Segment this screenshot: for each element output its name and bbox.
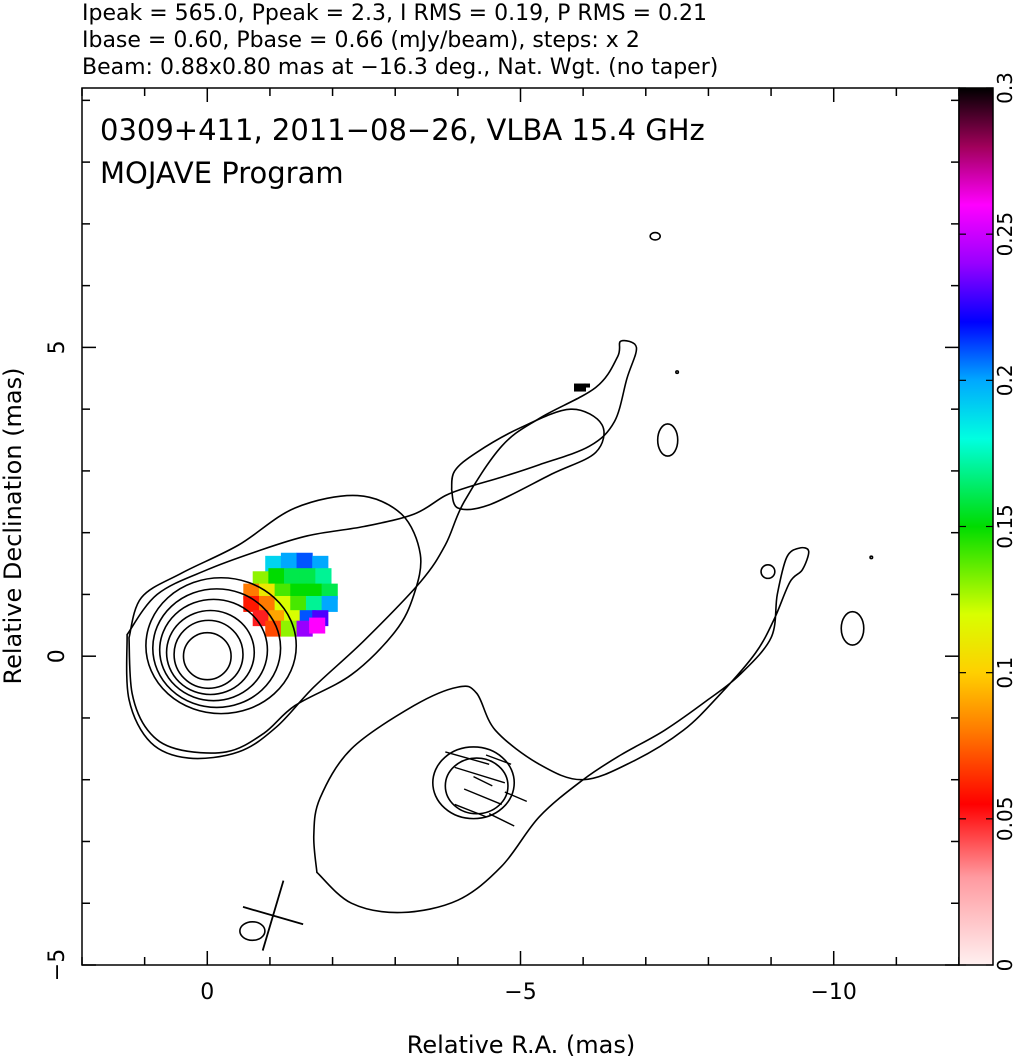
polarization-pixel bbox=[252, 571, 269, 588]
polarization-pixel bbox=[258, 595, 276, 612]
polarization-pixel bbox=[299, 568, 316, 585]
polarization-pixel bbox=[252, 610, 269, 627]
polarization-pixel bbox=[321, 595, 338, 612]
evpa-tick bbox=[454, 803, 487, 818]
polarization-pixel bbox=[290, 595, 307, 612]
polarization-pixel bbox=[309, 617, 326, 634]
plot-title-line-2: MOJAVE Program bbox=[100, 156, 344, 190]
axis-tick-labels: 0 −5 −10 −5 0 5 bbox=[45, 340, 857, 1005]
contour-island bbox=[675, 370, 680, 375]
y-tick-label: 5 bbox=[45, 340, 70, 354]
contour-core bbox=[145, 576, 298, 715]
contour-jet-inner bbox=[450, 408, 605, 511]
y-axis-label: Relative Declination (mas) bbox=[0, 367, 27, 684]
colorbar-tick-label: 0.3 bbox=[993, 72, 1017, 104]
colorbar-tick-label: 0.05 bbox=[993, 797, 1017, 842]
polarization-pixel bbox=[312, 555, 329, 572]
contour-island bbox=[840, 610, 865, 646]
contour-southern-lobe bbox=[312, 546, 810, 914]
evpa-tick bbox=[473, 776, 493, 787]
contour-core bbox=[165, 609, 256, 696]
axis-ticks bbox=[81, 88, 960, 966]
colorbar-tick-label: 0.1 bbox=[993, 657, 1017, 689]
polarization-pixel bbox=[268, 568, 285, 585]
polarization-pixel bbox=[265, 555, 282, 572]
contour-island bbox=[649, 231, 661, 241]
contour-island bbox=[239, 920, 266, 942]
polarization-pixel bbox=[574, 383, 587, 392]
polarization-overlay bbox=[243, 383, 591, 637]
contour-core bbox=[182, 631, 232, 681]
polarization-pixel bbox=[274, 595, 291, 612]
contour-knot-outer bbox=[431, 746, 516, 820]
polarization-pixel bbox=[284, 568, 301, 585]
evpa-tick bbox=[445, 751, 490, 765]
colorbar-tick-label: 0.15 bbox=[993, 504, 1017, 549]
contour-core bbox=[173, 619, 244, 690]
plot-title-line-1: 0309+411, 2011−08−26, VLBA 15.4 GHz bbox=[100, 113, 705, 147]
x-axis-label: Relative R.A. (mas) bbox=[407, 1031, 635, 1059]
x-tick-label: −10 bbox=[810, 980, 856, 1005]
polarization-pixel bbox=[280, 552, 298, 569]
colorbar-tick-label: 0.25 bbox=[993, 212, 1017, 257]
evpa-tick bbox=[463, 788, 502, 806]
y-tick-label: 0 bbox=[45, 649, 70, 663]
x-tick-label: −5 bbox=[504, 980, 536, 1005]
contour-island bbox=[760, 563, 776, 580]
header-line-1: Ipeak = 565.0, Ppeak = 2.3, I RMS = 0.19… bbox=[82, 1, 707, 26]
header-line-3: Beam: 0.88x0.80 mas at −16.3 deg., Nat. … bbox=[82, 55, 718, 80]
polarization-pixel bbox=[305, 595, 323, 612]
contour-core bbox=[151, 588, 282, 709]
beam-marker bbox=[242, 880, 304, 951]
colorbar-tick-label: 0 bbox=[993, 959, 1017, 972]
header-line-2: Ibase = 0.60, Pbase = 0.66 (mJy/beam), s… bbox=[82, 28, 640, 53]
evpa-tick bbox=[504, 791, 528, 802]
colorbar-ticks bbox=[959, 87, 993, 966]
colorbar: 0 0.05 0.1 0.15 0.2 0.25 0.3 bbox=[958, 72, 1017, 971]
plot-frame bbox=[81, 87, 960, 966]
evpa-ticks bbox=[445, 751, 528, 827]
contour-island bbox=[869, 555, 874, 560]
evpa-tick bbox=[485, 754, 512, 765]
intensity-contours bbox=[125, 231, 874, 942]
contour-island bbox=[656, 423, 679, 457]
evpa-tick bbox=[454, 766, 506, 784]
contour-jet bbox=[125, 339, 638, 760]
colorbar-tick-labels: 0 0.05 0.1 0.15 0.2 0.25 0.3 bbox=[993, 72, 1017, 971]
polarization-pixel bbox=[290, 583, 307, 600]
polarization-pixel bbox=[305, 583, 323, 600]
contour-knot-inner bbox=[444, 757, 509, 815]
contour-core bbox=[158, 598, 269, 702]
contour-jet bbox=[128, 494, 422, 754]
polarization-pixel bbox=[584, 383, 591, 388]
polarization-pixel bbox=[321, 583, 338, 600]
polarization-pixel bbox=[296, 552, 313, 569]
evpa-tick bbox=[488, 813, 515, 827]
beam-minor-axis bbox=[242, 906, 304, 926]
x-tick-label: 0 bbox=[200, 980, 214, 1005]
polarization-pixel bbox=[296, 620, 313, 637]
plot-area: 0 −5 −10 −5 0 5 bbox=[45, 87, 960, 1005]
colorbar-tick-label: 0.2 bbox=[993, 364, 1017, 396]
polarization-pixel bbox=[265, 620, 282, 637]
polarization-pixel bbox=[315, 568, 332, 585]
polarization-pixel bbox=[274, 583, 291, 600]
y-tick-label: −5 bbox=[45, 949, 70, 981]
